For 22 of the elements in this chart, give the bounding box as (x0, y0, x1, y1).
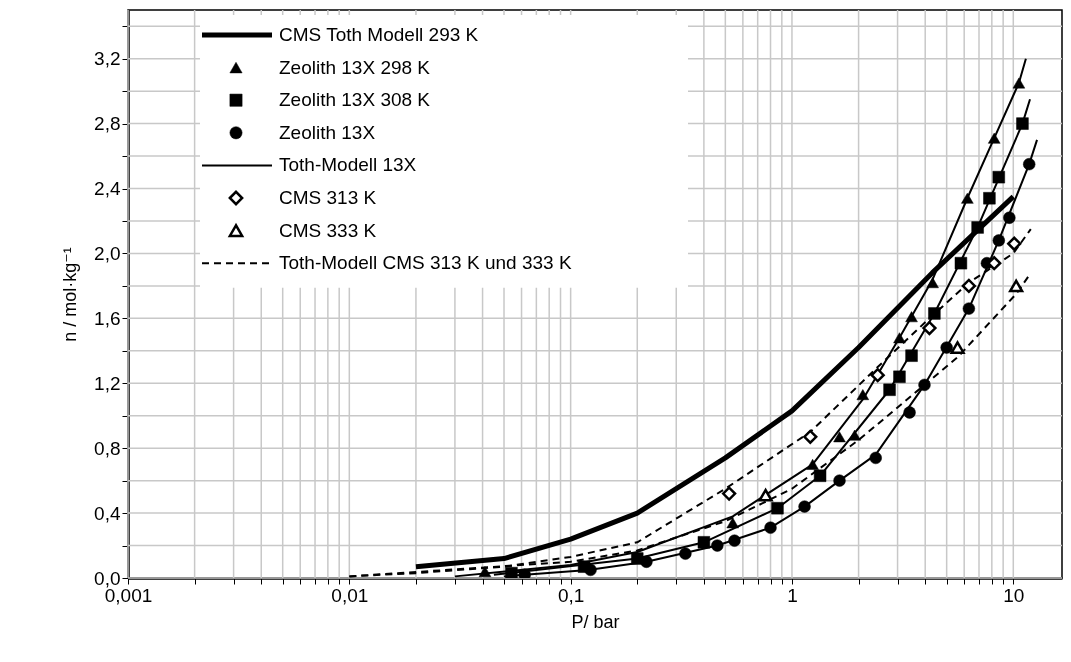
legend-label: CMS 333 K (279, 219, 377, 241)
y-tick-label: 1,6 (94, 307, 121, 329)
x-axis-title: P/ bar (571, 611, 620, 632)
legend-label: Toth-Modell CMS 313 K und 333 K (279, 252, 572, 274)
y-tick-label: 2,4 (94, 178, 121, 200)
legend-label: CMS Toth Modell 293 K (279, 24, 479, 45)
legend-label: CMS 313 K (279, 187, 377, 208)
x-tick-label: 1 (787, 584, 798, 606)
legend-label: Toth-Modell 13X (279, 154, 417, 176)
y-tick-label: 0,4 (94, 502, 121, 524)
legend-label: Zeolith 13X (279, 121, 376, 143)
y-tick-label: 1,2 (94, 372, 121, 394)
legend-label: Zeolith 13X 308 K (279, 89, 431, 111)
y-tick-label: 2,0 (94, 242, 121, 264)
x-tick-label: 0,01 (331, 584, 369, 606)
legend-label: Zeolith 13X 298 K (279, 56, 431, 78)
y-tick-label: 3,2 (94, 48, 121, 70)
y-axis-title: n / mol·kg⁻¹ (60, 247, 81, 342)
y-tick-label: 0,8 (94, 437, 121, 459)
x-tick-label: 0,1 (557, 584, 585, 606)
y-tick-label: 2,8 (94, 113, 121, 135)
x-tick-label: 10 (1003, 584, 1025, 606)
